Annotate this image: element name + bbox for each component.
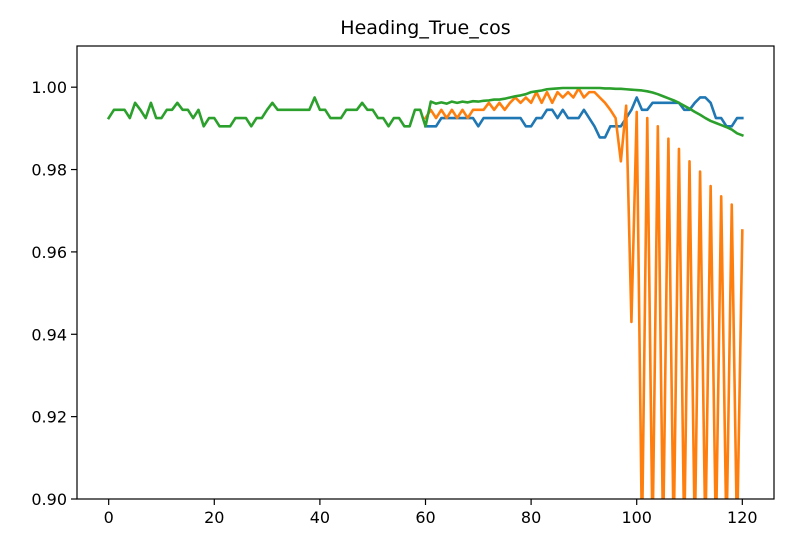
series-layer [106, 86, 745, 499]
x-tick-label: 80 [521, 508, 541, 527]
series-line-3 [106, 86, 745, 138]
axes-layer: 0 20 40 60 80 100 120 0.90 0.92 0.94 0.96 0.98 1.00 [31, 45, 775, 527]
y-tick-label: 0.94 [31, 325, 67, 344]
x-tick-label: 100 [621, 508, 652, 527]
x-tick-label: 20 [204, 508, 224, 527]
x-tick-label: 60 [415, 508, 435, 527]
x-tick-label: 120 [727, 508, 758, 527]
y-tick-label: 0.96 [31, 243, 67, 262]
y-tick-label: 1.00 [31, 78, 67, 97]
y-tick-label: 0.90 [31, 490, 67, 509]
series-line-2 [423, 87, 744, 499]
y-tick-label: 0.92 [31, 408, 67, 427]
x-tick-label: 40 [310, 508, 330, 527]
chart-title: Heading_True_cos [340, 17, 510, 39]
y-tick-label: 0.98 [31, 161, 67, 180]
x-tick-label: 0 [104, 508, 114, 527]
